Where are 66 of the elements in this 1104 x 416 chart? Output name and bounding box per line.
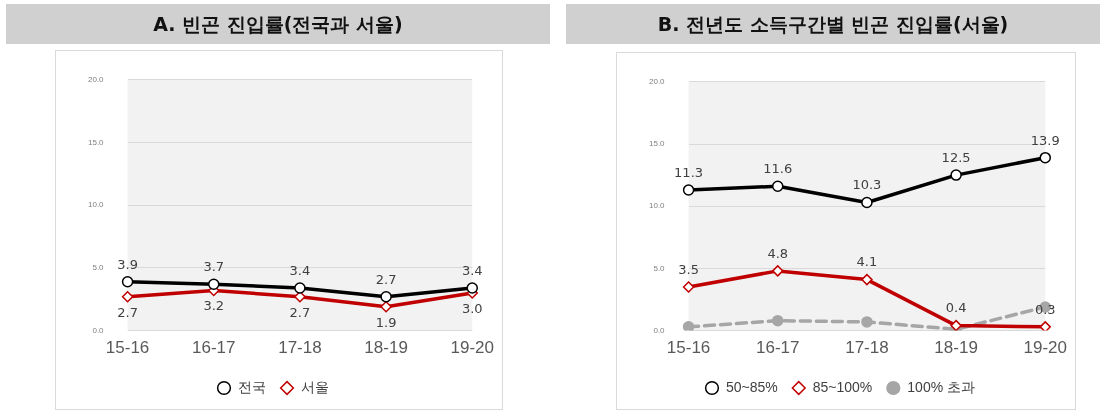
point [682, 281, 695, 293]
y-tick-label: 20.0 [87, 75, 105, 84]
y-tick-label: 0.0 [653, 325, 666, 335]
point [1039, 321, 1052, 331]
y-tick-label: 0.0 [92, 325, 105, 335]
point [950, 169, 962, 181]
data-label: 2.7 [375, 271, 397, 287]
point [1039, 151, 1052, 164]
x-tick-label: 16-17 [756, 338, 800, 358]
y-tick-label: 10.0 [87, 200, 105, 210]
x-tick-label: 16-17 [192, 338, 236, 358]
x-tick-label: 18-19 [934, 338, 978, 358]
data-label: 3.5 [678, 261, 699, 277]
data-label: 0.4 [945, 300, 967, 316]
data-label: 3.4 [461, 262, 483, 278]
data-label: 1.9 [375, 314, 397, 330]
data-label: 13.9 [1030, 132, 1060, 148]
y-tick-label: 5.0 [92, 263, 105, 273]
y-tick-label: 5.0 [653, 263, 666, 273]
point [771, 314, 784, 327]
point [294, 282, 306, 294]
legend-label: 100% 초과 [907, 378, 976, 395]
y-tick-label: 10.0 [648, 201, 666, 211]
x-tick-label: 17-18 [845, 338, 889, 358]
point [121, 290, 134, 303]
point [682, 321, 695, 331]
y-tick-label: 20.0 [648, 77, 666, 86]
legend-label: 50~85% [725, 378, 778, 395]
point [207, 278, 220, 290]
data-label: 3.4 [289, 262, 311, 278]
data-label: 4.8 [767, 245, 789, 261]
data-label: 12.5 [941, 149, 971, 165]
point [861, 196, 873, 209]
data-label: 11.6 [763, 161, 793, 177]
point [466, 282, 479, 294]
point [861, 273, 873, 286]
x-tick-label: 15-16 [666, 338, 711, 358]
point [380, 290, 392, 303]
data-label: 10.3 [852, 177, 882, 193]
x-tick-label: 19-20 [450, 338, 494, 358]
x-tick-label: 18-19 [364, 338, 408, 358]
data-label: 3.0 [461, 300, 483, 316]
data-label: 4.1 [856, 254, 878, 270]
chart-title: A. 빈곤 진입률(전국과 서울) [6, 4, 550, 44]
data-label: 2.7 [289, 304, 311, 320]
y-tick-label: 15.0 [87, 137, 105, 147]
point [682, 184, 695, 196]
data-label: 3.9 [117, 256, 138, 272]
y-tick-label: 15.0 [648, 139, 666, 149]
x-tick-label: 19-20 [1023, 338, 1067, 358]
data-label: 2.7 [117, 304, 138, 320]
x-tick-label: 17-18 [278, 338, 322, 358]
data-label: 3.7 [203, 259, 225, 275]
point [771, 180, 784, 193]
x-tick-label: 15-16 [105, 338, 150, 358]
point [121, 275, 134, 288]
point [771, 265, 784, 277]
legend-label: 전국 [238, 378, 266, 395]
data-label: 11.3 [674, 164, 704, 180]
point [861, 316, 873, 328]
legend-label: 85~100% [812, 378, 873, 395]
point [950, 319, 962, 331]
data-label: 3.2 [203, 298, 225, 314]
legend-label: 서울 [301, 378, 329, 395]
chart-title: B. 전년도 소득구간별 빈곤 진입률(서울) [566, 4, 1100, 44]
point [380, 301, 392, 313]
